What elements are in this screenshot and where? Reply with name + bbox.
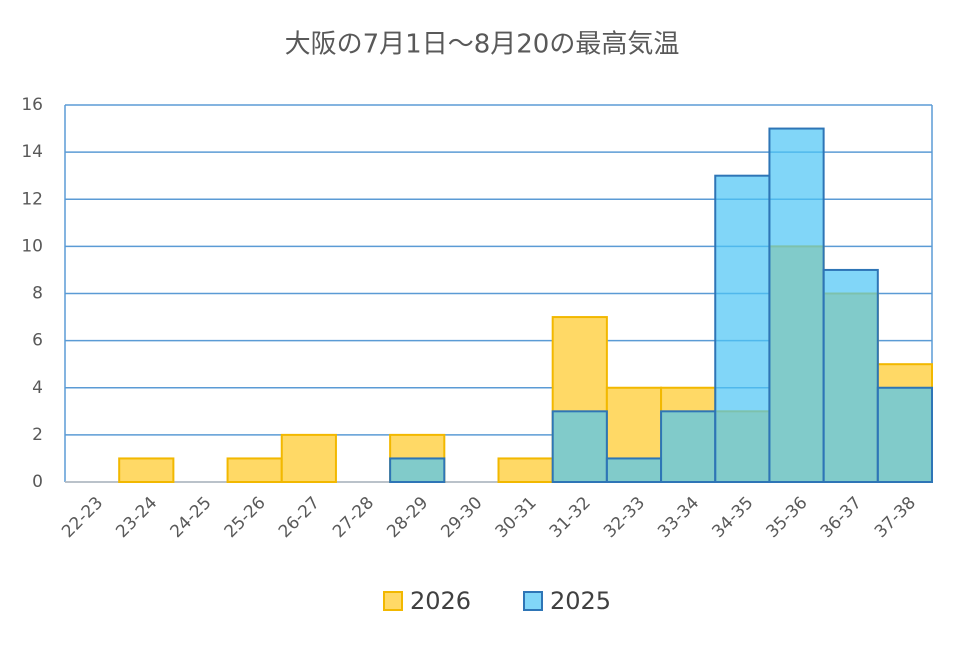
bar <box>118 457 175 483</box>
x-tick-label: 37-38 <box>871 493 920 542</box>
x-tick-label: 28-29 <box>383 493 432 542</box>
y-tick-label: 2 <box>32 425 43 445</box>
x-tick-label: 36-37 <box>817 493 866 542</box>
bar <box>768 127 825 483</box>
x-tick-label: 35-36 <box>763 493 812 542</box>
x-tick-label: 27-28 <box>329 493 378 542</box>
y-tick-label: 10 <box>21 236 43 256</box>
bar <box>876 386 933 483</box>
y-tick-label: 16 <box>21 95 43 115</box>
y-tick-label: 14 <box>21 142 43 162</box>
y-tick-label: 0 <box>32 472 43 492</box>
y-tick-label: 6 <box>32 331 43 351</box>
x-tick-label: 32-33 <box>600 493 649 542</box>
legend-swatch <box>523 591 543 611</box>
y-tick-label: 12 <box>21 189 43 209</box>
legend-label: 2025 <box>550 587 611 615</box>
x-tick-label: 31-32 <box>546 493 595 542</box>
y-tick-label: 4 <box>32 378 43 398</box>
bar <box>551 410 608 483</box>
x-tick-label: 34-35 <box>708 493 757 542</box>
x-tick-label: 30-31 <box>492 493 541 542</box>
x-tick-label: 24-25 <box>166 493 215 542</box>
bar <box>280 433 337 483</box>
bar <box>714 174 771 483</box>
x-tick-label: 26-27 <box>275 493 324 542</box>
bar <box>497 457 554 483</box>
bar <box>389 457 446 483</box>
x-tick-label: 23-24 <box>112 493 161 542</box>
bar <box>660 410 717 483</box>
x-tick-label: 29-30 <box>437 493 486 542</box>
x-tick-label: 25-26 <box>221 493 270 542</box>
chart-title: 大阪の7月1日〜8月20の最高気温 <box>285 30 680 60</box>
x-tick-label: 33-34 <box>654 493 703 542</box>
bar <box>822 268 879 483</box>
legend-swatch <box>383 591 403 611</box>
x-tick-label: 22-23 <box>58 493 107 542</box>
legend-label: 2026 <box>410 587 471 615</box>
y-tick-label: 8 <box>32 284 43 304</box>
bar <box>605 457 663 483</box>
bar <box>226 457 283 483</box>
